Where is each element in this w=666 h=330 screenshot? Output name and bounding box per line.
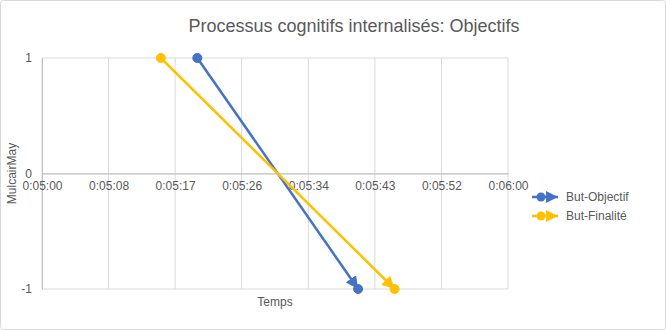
chart: -1010:05:000:05:080:05:170:05:260:05:340… xyxy=(0,0,666,330)
x-tick-label: 0:05:17 xyxy=(156,179,196,193)
grid xyxy=(42,58,508,289)
legend: But-Objectif But-Finalité xyxy=(532,190,629,223)
x-tick: 0:06:00 xyxy=(488,174,528,194)
x-tick-label: 0:05:52 xyxy=(422,179,462,193)
series-point xyxy=(193,54,202,63)
x-grid-line xyxy=(42,58,43,289)
x-axis-title: Temps xyxy=(257,295,292,309)
x-tick: 0:05:17 xyxy=(156,174,196,194)
chart-title: Processus cognitifs internalisés: Object… xyxy=(188,16,519,36)
y-axis: -101 xyxy=(21,51,42,296)
series-point xyxy=(390,285,399,294)
y-tick-label: -1 xyxy=(21,282,32,296)
plot-area xyxy=(156,54,399,294)
y-grid-line xyxy=(42,173,508,174)
legend-marker xyxy=(537,193,546,202)
x-axis-line xyxy=(43,174,509,175)
series-point xyxy=(156,54,165,63)
x-tick: 0:05:52 xyxy=(422,174,462,194)
x-tick: 0:05:00 xyxy=(22,174,62,194)
x-tick: 0:05:43 xyxy=(355,174,395,194)
x-tick: 0:05:08 xyxy=(89,174,129,194)
y-tick: -1 xyxy=(21,282,42,296)
x-tick-label: 0:05:43 xyxy=(355,179,395,193)
legend-label: But-Objectif xyxy=(566,190,629,204)
y-tick: 1 xyxy=(25,51,42,65)
series-line xyxy=(161,58,395,289)
x-tick-label: 0:05:00 xyxy=(22,179,62,193)
chart-frame xyxy=(1,1,666,330)
legend-label: But-Finalité xyxy=(566,209,627,223)
y-grid-line xyxy=(42,58,508,59)
x-tick: 0:05:26 xyxy=(222,174,262,194)
y-grid-line xyxy=(42,289,508,290)
y-axis-title: MulcairMay xyxy=(5,143,19,204)
legend-marker xyxy=(537,212,546,221)
legend-entry: But-Finalité xyxy=(532,209,627,223)
x-tick-label: 0:06:00 xyxy=(488,179,528,193)
series-point xyxy=(354,285,363,294)
x-tick-label: 0:05:26 xyxy=(222,179,262,193)
x-axis: 0:05:000:05:080:05:170:05:260:05:340:05:… xyxy=(22,174,528,194)
y-tick-label: 1 xyxy=(25,51,32,65)
x-tick-label: 0:05:08 xyxy=(89,179,129,193)
legend-entry: But-Objectif xyxy=(532,190,629,204)
